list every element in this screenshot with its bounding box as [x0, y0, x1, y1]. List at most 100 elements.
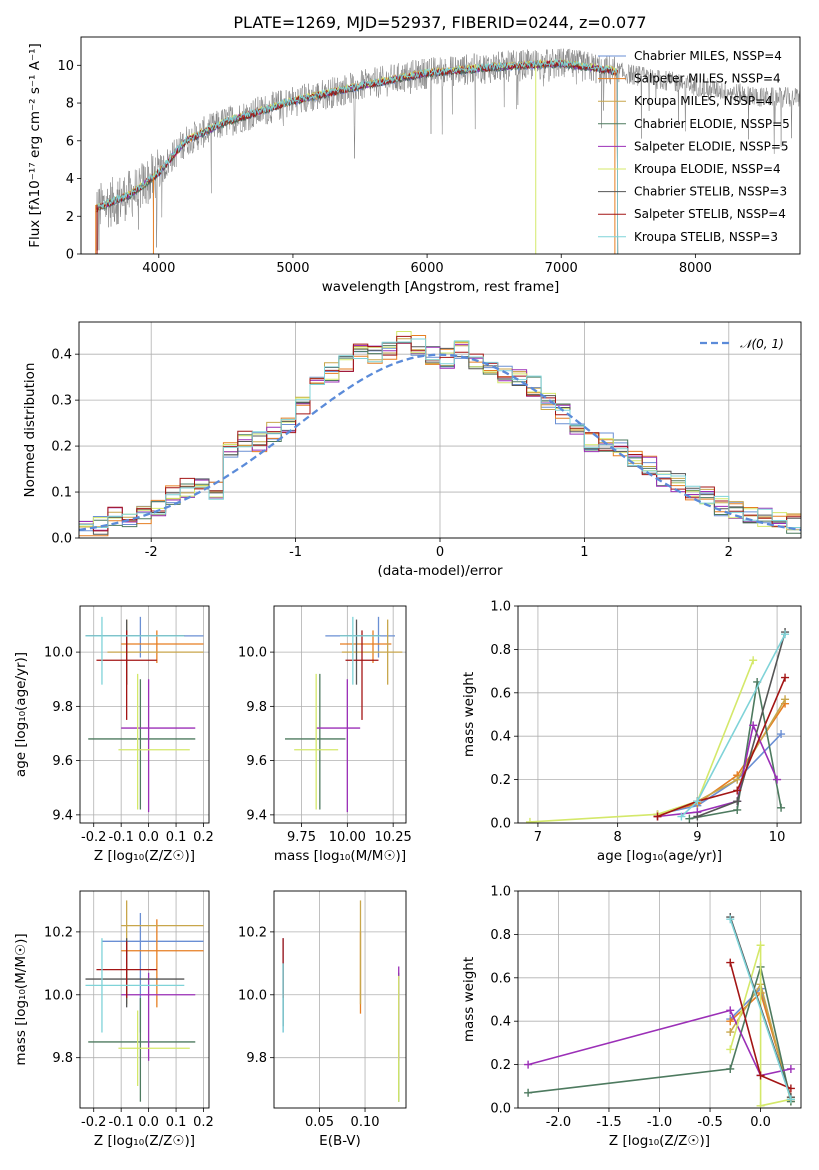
- y-tick-label: 0: [66, 248, 74, 263]
- x-tick-label: 2: [725, 545, 733, 560]
- y-tick-label: 9.8: [246, 700, 267, 715]
- y-tick-label: 2: [66, 210, 74, 225]
- weight-marker: [733, 797, 742, 806]
- normal-curve-line: [79, 353, 801, 532]
- x-tick-label: -0.5: [697, 1115, 722, 1130]
- weight-marker: [781, 630, 790, 639]
- x-tick-label: 0.2: [193, 1115, 214, 1130]
- y-tick-label: 9.6: [52, 754, 73, 769]
- residual-histogram-9: [79, 338, 801, 528]
- metallicity-mass-panel: -0.2 -0.1 0.0 0.1 0.2 9.8 10.0 10.2 Z [log₁₀(Z/Z…: [13, 890, 214, 1149]
- weight-marker: [733, 805, 742, 814]
- model-spectrum-line-9: [95, 58, 619, 254]
- spectrum-panel: 4000 5000 6000 7000 8000 0 2 4 6 8 10 wavelength [A…: [27, 36, 801, 295]
- y-tick-label: 0.8: [490, 643, 511, 658]
- plot-area: [282, 900, 400, 1102]
- legend-label: Salpeter STELIB, NSSP=4: [634, 207, 786, 221]
- weight-line-9: [729, 918, 792, 1100]
- weight-line-6: [529, 660, 754, 823]
- y-axis-label: age [log₁₀(age/yr)]: [13, 652, 29, 777]
- y-tick-label: 0.0: [490, 1102, 511, 1117]
- x-tick-label: 8000: [679, 261, 712, 276]
- weight-line-5: [527, 1009, 792, 1077]
- plot-area: [524, 913, 795, 1108]
- legend-label: Salpeter MILES, NSSP=4: [634, 72, 781, 86]
- weight-marker: [749, 721, 758, 730]
- x-tick-label: 0.05: [305, 1115, 334, 1130]
- x-axis-label: age [log₁₀(age/yr)]: [597, 848, 722, 864]
- y-tick-label: 0.2: [51, 440, 72, 455]
- x-tick-label: 8: [614, 830, 622, 845]
- y-tick-label: 1.0: [490, 600, 511, 615]
- age-weight-panel: 7 8 9 10 0.0 0.2 0.4 0.6 0.8 1.0 age [log₁₀(age/yr…: [461, 600, 802, 864]
- weight-marker: [726, 1017, 735, 1026]
- y-tick-label: 0.2: [490, 773, 511, 788]
- y-tick-label: 0.4: [490, 1015, 511, 1030]
- x-tick-label: -1.0: [647, 1115, 672, 1130]
- x-tick-label: -0.1: [108, 830, 133, 845]
- y-tick-label: 0.2: [490, 1058, 511, 1073]
- weight-line-8: [657, 677, 786, 818]
- y-tick-label: 0.0: [490, 817, 511, 832]
- y-tick-label: 0.4: [51, 348, 72, 363]
- weight-marker: [524, 1060, 533, 1069]
- y-tick-label: 10.0: [44, 646, 73, 661]
- metallicity-weight-panel: -2.0 -1.5 -1.0 -0.5 0.0 0.0 0.2 0.4 0.6 0.8 1.0 Z […: [461, 885, 802, 1149]
- x-tick-label: 0.1: [166, 1115, 187, 1130]
- weight-marker: [726, 1028, 735, 1037]
- x-tick-label: 10.00: [329, 830, 366, 845]
- weight-line-2: [657, 703, 786, 816]
- y-tick-label: 0.8: [490, 928, 511, 943]
- weight-marker: [733, 786, 742, 795]
- y-tick-label: 0.3: [51, 394, 72, 409]
- y-tick-label: 9.8: [246, 1051, 267, 1066]
- y-axis-label: Flux [fλ10⁻¹⁷ erg cm⁻² s⁻¹ A⁻¹]: [27, 43, 43, 248]
- plot-area: [285, 616, 403, 813]
- y-axis-label: mass [log₁₀(M/M☉)]: [13, 933, 29, 1065]
- weight-marker: [525, 817, 534, 823]
- x-tick-label: 9: [693, 830, 701, 845]
- weight-line-1: [657, 733, 782, 816]
- residuals-panel: -2 -1 0 1 2 0.0 0.1 0.2 0.3 0.4 (data-model)/error…: [22, 321, 802, 579]
- y-tick-label: 8: [66, 97, 74, 112]
- spectrum-legend: Chabrier MILES, NSSP=4 Salpeter MILES, NS…: [598, 49, 790, 244]
- x-tick-label: -1.5: [596, 1115, 621, 1130]
- x-axis-label: Z [log₁₀(Z/Z☉)]: [94, 848, 195, 864]
- weight-marker: [786, 1064, 795, 1073]
- weight-marker: [749, 656, 758, 665]
- x-axis-label: mass [log₁₀(M/M☉)]: [274, 848, 406, 864]
- x-tick-label: 10: [769, 830, 786, 845]
- y-tick-label: 0.6: [490, 971, 511, 986]
- axes-frame: [517, 890, 802, 1109]
- ebv-mass-panel: 0.05 0.10 9.8 10.0 10.2 E(B-V): [238, 890, 407, 1149]
- x-tick-label: 1: [580, 545, 588, 560]
- x-axis-label: Z [log₁₀(Z/Z☉)]: [609, 1133, 710, 1149]
- x-axis-label: E(B-V): [319, 1133, 361, 1149]
- x-tick-label: 7: [534, 830, 542, 845]
- axes-frame: [79, 605, 210, 824]
- x-tick-label: 4000: [142, 261, 175, 276]
- y-tick-label: 10.2: [44, 925, 73, 940]
- axes-frame: [517, 605, 802, 824]
- x-tick-label: 0.0: [138, 830, 159, 845]
- figure-title: PLATE=1269, MJD=52937, FIBERID=0244, z=0…: [233, 13, 646, 32]
- x-tick-label: -2: [145, 545, 158, 560]
- plot-area: [85, 616, 204, 813]
- weight-marker: [756, 1071, 765, 1080]
- weight-marker: [726, 1006, 735, 1015]
- legend-label: Chabrier MILES, NSSP=4: [634, 49, 782, 63]
- mass-age-panel: 9.75 10.00 10.25 9.4 9.6 9.8 10.0 mass [log₁₀(M…: [238, 605, 412, 864]
- x-tick-label: 6000: [411, 261, 444, 276]
- y-tick-label: 10.0: [238, 988, 267, 1003]
- y-axis-label: mass weight: [461, 957, 477, 1042]
- x-tick-label: 10.25: [375, 830, 412, 845]
- x-tick-label: -0.2: [81, 1115, 106, 1130]
- legend-label: Chabrier STELIB, NSSP=3: [634, 185, 787, 199]
- y-tick-label: 6: [66, 134, 74, 149]
- y-tick-label: 9.6: [246, 754, 267, 769]
- x-tick-label: 0.0: [138, 1115, 159, 1130]
- x-tick-label: 9.75: [287, 830, 316, 845]
- x-tick-label: 5000: [276, 261, 309, 276]
- weight-marker: [777, 730, 786, 739]
- weight-line-6: [729, 945, 792, 1107]
